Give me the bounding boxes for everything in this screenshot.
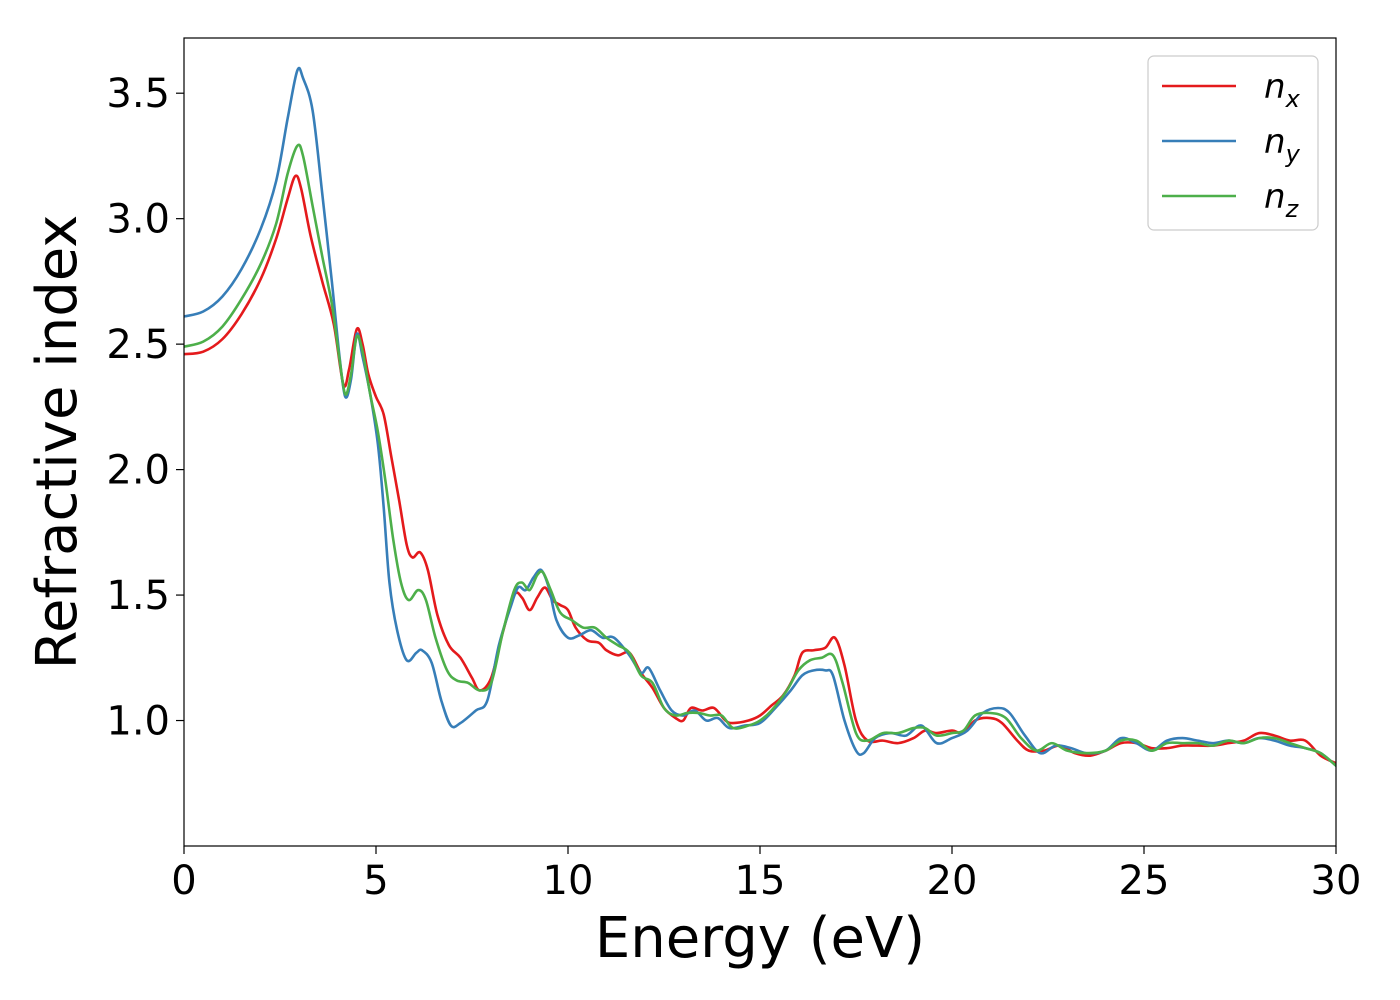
y-tick-label: 3.5	[106, 71, 170, 117]
x-tick-label: 30	[1311, 858, 1362, 904]
x-tick-label: 10	[543, 858, 594, 904]
series-layer	[184, 66, 1336, 767]
legend-label-ny: ny	[1264, 122, 1301, 168]
legend-items: nx ny nz	[1162, 67, 1301, 223]
legend-label-nx: nx	[1264, 67, 1301, 113]
x-tick-label: 25	[1119, 858, 1170, 904]
y-axis-label: Refractive index	[25, 215, 90, 670]
y-tick-label: 2.5	[106, 322, 170, 368]
x-axis-label: Energy (eV)	[595, 906, 925, 971]
series-line-nz	[184, 143, 1336, 767]
x-tick-label: 20	[927, 858, 978, 904]
legend-box	[1147, 55, 1319, 231]
y-tick-label: 2.0	[106, 448, 170, 494]
y-tick-label: 3.0	[106, 197, 170, 243]
y-tick-label: 1.0	[106, 699, 170, 745]
x-tick-label: 5	[363, 858, 388, 904]
series-line-nx	[184, 174, 1336, 765]
x-axis-ticks: 0 5 10 15 20 25 30	[171, 846, 1361, 904]
legend: nx ny nz	[1147, 55, 1319, 231]
x-tick-label: 0	[171, 858, 196, 904]
legend-label-nz: nz	[1264, 177, 1300, 223]
y-axis-ticks: 1.0 1.5 2.0 2.5 3.0 3.5	[106, 71, 184, 745]
x-tick-label: 15	[735, 858, 786, 904]
y-tick-label: 1.5	[106, 573, 170, 619]
